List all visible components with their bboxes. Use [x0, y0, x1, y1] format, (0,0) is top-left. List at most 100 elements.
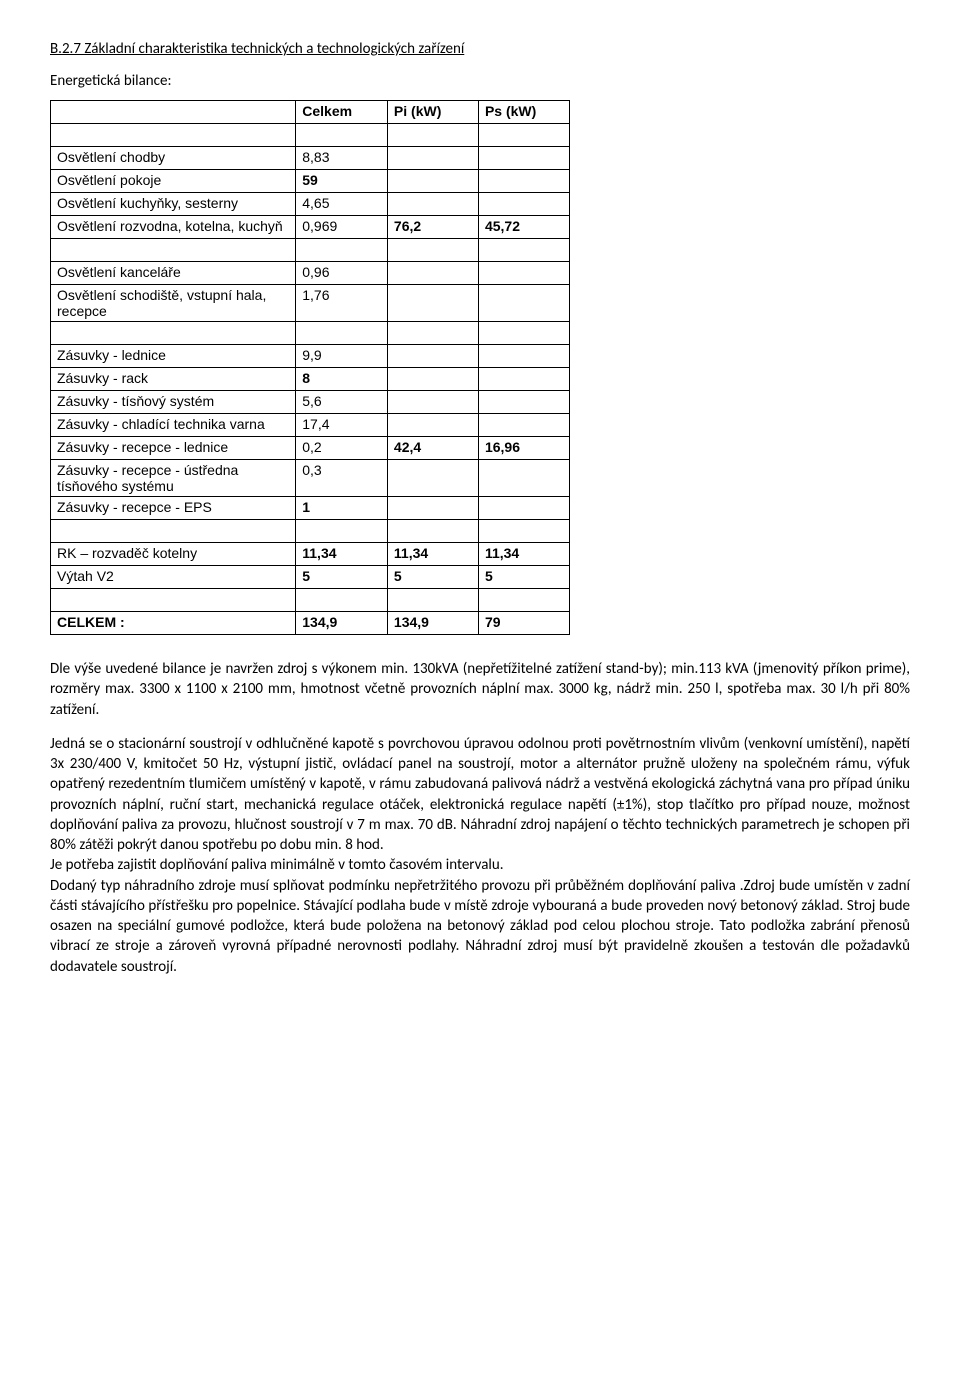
table-row: Zásuvky - recepce - EPS1 — [51, 497, 570, 520]
table-cell: 11,34 — [296, 543, 388, 566]
table-cell — [478, 322, 569, 345]
sub-heading: Energetická bilance: — [50, 72, 910, 90]
table-cell: Osvětlení schodiště, vstupní hala, recep… — [51, 285, 296, 322]
table-cell: 5 — [478, 566, 569, 589]
table-row: CELKEM :134,9134,979 — [51, 612, 570, 635]
table-cell: CELKEM : — [51, 612, 296, 635]
table-cell: Zásuvky - recepce - lednice — [51, 437, 296, 460]
table-cell: 0,2 — [296, 437, 388, 460]
table-cell: 5 — [296, 566, 388, 589]
table-cell: 59 — [296, 170, 388, 193]
table-cell — [387, 147, 478, 170]
energy-balance-table: CelkemPi (kW)Ps (kW) Osvětlení chodby8,83… — [50, 100, 570, 635]
table-cell: Celkem — [296, 101, 388, 124]
table-row: Osvětlení kuchyňky, sesterny4,65 — [51, 193, 570, 216]
table-cell — [387, 497, 478, 520]
table-cell — [387, 391, 478, 414]
table-cell — [387, 520, 478, 543]
table-row: CelkemPi (kW)Ps (kW) — [51, 101, 570, 124]
table-cell: 11,34 — [478, 543, 569, 566]
table-cell: Osvětlení pokoje — [51, 170, 296, 193]
table-row: Zásuvky - tísňový systém5,6 — [51, 391, 570, 414]
table-cell: 8,83 — [296, 147, 388, 170]
table-cell: 79 — [478, 612, 569, 635]
table-cell — [387, 262, 478, 285]
table-row — [51, 589, 570, 612]
table-cell: 9,9 — [296, 345, 388, 368]
table-row — [51, 124, 570, 147]
table-cell: Ps (kW) — [478, 101, 569, 124]
table-row — [51, 239, 570, 262]
table-cell — [478, 414, 569, 437]
table-cell: 76,2 — [387, 216, 478, 239]
table-cell: 1 — [296, 497, 388, 520]
table-cell: Zásuvky - tísňový systém — [51, 391, 296, 414]
table-cell — [387, 239, 478, 262]
table-cell — [478, 589, 569, 612]
table-cell: Pi (kW) — [387, 101, 478, 124]
table-row: Osvětlení pokoje59 — [51, 170, 570, 193]
table-row — [51, 520, 570, 543]
table-cell: 0,3 — [296, 460, 388, 497]
table-cell — [51, 520, 296, 543]
table-cell — [478, 520, 569, 543]
table-cell: 16,96 — [478, 437, 569, 460]
table-cell: 1,76 — [296, 285, 388, 322]
table-cell: Výtah V2 — [51, 566, 296, 589]
table-row: RK – rozvaděč kotelny11,3411,3411,34 — [51, 543, 570, 566]
table-cell — [478, 170, 569, 193]
table-cell — [478, 368, 569, 391]
table-cell: Zásuvky - chladící technika varna — [51, 414, 296, 437]
table-cell — [296, 589, 388, 612]
table-cell — [296, 239, 388, 262]
table-cell: RK – rozvaděč kotelny — [51, 543, 296, 566]
table-row — [51, 322, 570, 345]
table-row: Osvětlení rozvodna, kotelna, kuchyň0,969… — [51, 216, 570, 239]
table-cell — [296, 520, 388, 543]
table-row: Výtah V2555 — [51, 566, 570, 589]
table-cell: Osvětlení chodby — [51, 147, 296, 170]
table-cell — [478, 285, 569, 322]
paragraph-1: Dle výše uvedené bilance je navržen zdro… — [50, 659, 910, 720]
table-cell: Zásuvky - recepce - EPS — [51, 497, 296, 520]
table-cell — [387, 285, 478, 322]
paragraph-2: Jedná se o stacionární soustrojí v odhlu… — [50, 734, 910, 977]
table-cell — [478, 193, 569, 216]
table-cell — [478, 345, 569, 368]
table-cell: 42,4 — [387, 437, 478, 460]
section-heading: B.2.7 Základní charakteristika technický… — [50, 40, 910, 58]
table-cell: 17,4 — [296, 414, 388, 437]
table-cell — [387, 589, 478, 612]
table-cell: 134,9 — [296, 612, 388, 635]
table-cell — [387, 170, 478, 193]
table-cell — [478, 147, 569, 170]
table-cell: Osvětlení kuchyňky, sesterny — [51, 193, 296, 216]
table-cell — [478, 262, 569, 285]
table-cell — [478, 391, 569, 414]
table-cell: 8 — [296, 368, 388, 391]
table-row: Zásuvky - recepce - lednice0,242,416,96 — [51, 437, 570, 460]
table-cell: 5 — [387, 566, 478, 589]
table-cell — [296, 322, 388, 345]
table-row: Zásuvky - rack8 — [51, 368, 570, 391]
table-cell — [478, 460, 569, 497]
table-cell: 5,6 — [296, 391, 388, 414]
table-cell: Zásuvky - recepce - ústředna tísňového s… — [51, 460, 296, 497]
table-cell: Zásuvky - rack — [51, 368, 296, 391]
table-cell — [387, 368, 478, 391]
table-cell — [478, 497, 569, 520]
table-cell: 4,65 — [296, 193, 388, 216]
table-cell — [478, 239, 569, 262]
table-cell — [51, 239, 296, 262]
table-cell — [296, 124, 388, 147]
table-cell — [387, 345, 478, 368]
table-cell: 0,969 — [296, 216, 388, 239]
table-row: Osvětlení chodby8,83 — [51, 147, 570, 170]
table-row: Osvětlení kanceláře0,96 — [51, 262, 570, 285]
table-cell — [387, 460, 478, 497]
table-cell: Osvětlení rozvodna, kotelna, kuchyň — [51, 216, 296, 239]
table-row: Zásuvky - chladící technika varna17,4 — [51, 414, 570, 437]
table-row: Osvětlení schodiště, vstupní hala, recep… — [51, 285, 570, 322]
paragraph-4: Dodaný typ náhradního zdroje musí splňov… — [50, 877, 910, 976]
paragraph-3: Je potřeba zajistit doplňování paliva mi… — [50, 856, 504, 874]
